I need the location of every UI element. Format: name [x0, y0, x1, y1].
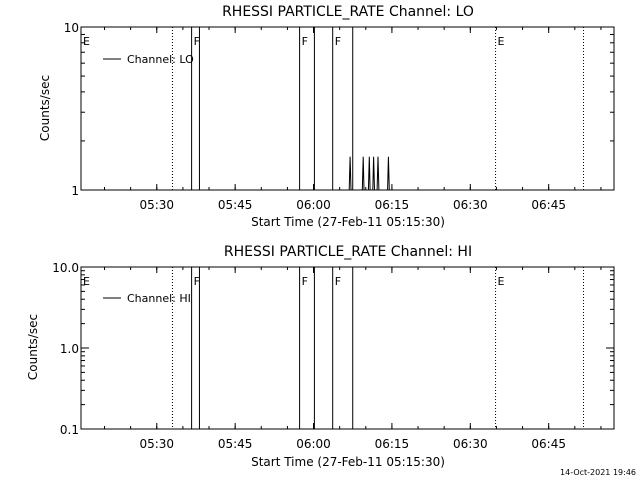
x-tick-label: 06:30 [453, 437, 488, 451]
legend: Channel: LO [103, 53, 194, 66]
x-tick-label: 05:30 [139, 437, 174, 451]
event-marker-label: E [83, 35, 90, 48]
x-tick-label: 06:30 [453, 198, 488, 212]
event-marker-label: F [335, 275, 341, 288]
event-marker-label: E [498, 275, 505, 288]
x-axis-ticks: 05:30 05:45 06:00 06:15 06:30 06:45 [104, 267, 602, 451]
event-marker-label: F [194, 275, 200, 288]
legend-entry: Channel: LO [127, 53, 194, 66]
y-tick-label: 1.0 [60, 342, 79, 356]
event-marker-label: F [194, 35, 200, 48]
legend-entry: Channel: HI [127, 292, 191, 305]
x-tick-label: 06:15 [375, 437, 410, 451]
y-tick-label: 1 [71, 184, 79, 198]
y-tick-label: 0.1 [60, 423, 79, 437]
chart-panel-lo: RHESSI PARTICLE_RATE Channel: LO Counts/… [38, 4, 615, 229]
x-tick-label: 06:45 [531, 198, 566, 212]
event-marker-label: F [335, 35, 341, 48]
event-marker-label: F [302, 35, 308, 48]
event-marker-label: E [498, 35, 505, 48]
y-axis-label: Counts/sec [38, 75, 52, 141]
chart-title: RHESSI PARTICLE_RATE Channel: LO [222, 4, 474, 20]
x-tick-label: 06:00 [296, 437, 331, 451]
x-tick-label: 05:45 [218, 437, 253, 451]
x-tick-label: 06:00 [296, 198, 331, 212]
x-tick-label: 06:15 [375, 198, 410, 212]
event-marker-label: F [302, 275, 308, 288]
x-axis-label: Start Time (27-Feb-11 05:15:30) [251, 455, 445, 469]
series-lines [348, 156, 390, 191]
plot-frame [80, 26, 615, 191]
legend: Channel: HI [103, 292, 191, 305]
x-axis-ticks: 05:30 05:45 06:00 06:15 06:30 06:45 [104, 27, 602, 212]
x-tick-label: 05:45 [218, 198, 253, 212]
y-axis-label: Counts/sec [26, 314, 40, 380]
timestamp-footer: 14-Oct-2021 19:46 [560, 468, 636, 477]
chart-panel-hi: RHESSI PARTICLE_RATE Channel: HI Counts/… [26, 244, 615, 469]
y-axis-ticks: 1 10 [64, 21, 614, 198]
y-tick-label: 10.0 [52, 261, 79, 275]
chart-title: RHESSI PARTICLE_RATE Channel: HI [224, 244, 472, 260]
y-axis-ticks: 0.1 1.0 10.0 [52, 261, 614, 437]
x-tick-label: 06:45 [531, 437, 566, 451]
x-tick-label: 05:30 [139, 198, 174, 212]
x-axis-label: Start Time (27-Feb-11 05:15:30) [251, 215, 445, 229]
y-tick-label: 10 [64, 21, 79, 35]
series-line [348, 156, 390, 191]
event-marker-label: E [83, 275, 90, 288]
